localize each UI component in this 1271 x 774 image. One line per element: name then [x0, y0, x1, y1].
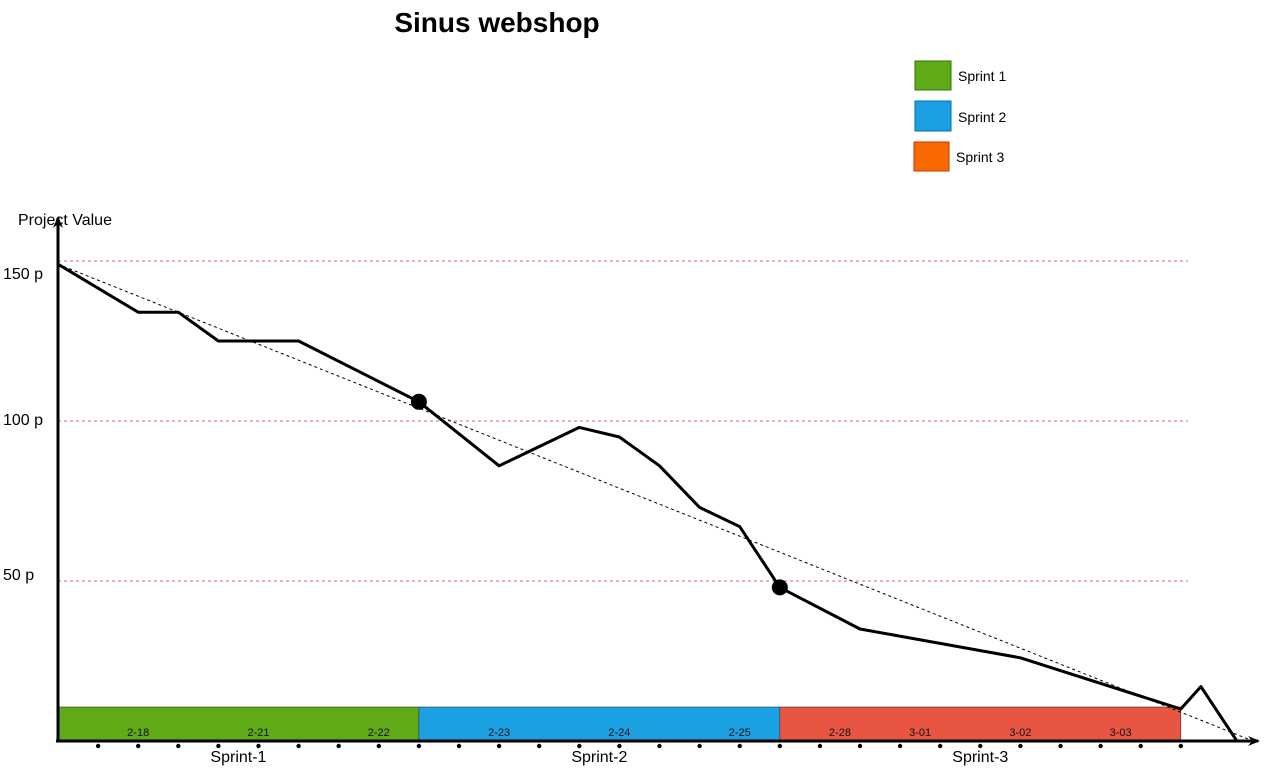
- x-tick-dot: [577, 743, 582, 749]
- legend-label-sprint-2: Sprint 2: [958, 109, 1006, 125]
- x-tick-dot: [1098, 743, 1103, 749]
- milestone-marker: [410, 393, 427, 410]
- x-tick-dot: [176, 743, 181, 749]
- sprint-bar-1: [57, 706, 420, 742]
- date-label: 2-24: [608, 727, 630, 739]
- x-tick-dot: [336, 743, 341, 749]
- ideal-burndown-line: [57, 263, 1254, 742]
- x-tick-dot: [897, 743, 903, 749]
- x-tick-dot: [697, 743, 702, 749]
- date-labels: 2-18 2-21 2-22 2-23 2-24 2-25 2-28 3-01 3-02 3-03: [127, 727, 1131, 739]
- x-tick-dots: [95, 743, 1184, 749]
- date-label: 3-02: [1009, 727, 1031, 739]
- x-tick-dot: [1018, 743, 1023, 749]
- x-tick-dot: [978, 743, 983, 749]
- legend-swatch-sprint-2: [914, 100, 952, 132]
- x-tick-dot: [817, 743, 823, 749]
- legend: Sprint 1 Sprint 2 Sprint 3: [913, 60, 1006, 172]
- legend-label-sprint-3: Sprint 3: [956, 149, 1004, 165]
- legend-item-sprint-2: Sprint 2: [914, 100, 1006, 132]
- date-label: 3-03: [1110, 727, 1132, 739]
- x-tick-dot: [938, 743, 943, 749]
- sprint-label-2: Sprint-2: [571, 749, 627, 766]
- y-axis-label: Project Value: [18, 212, 112, 229]
- x-tick-dot: [537, 743, 542, 749]
- sprint-bar-2: [418, 706, 781, 742]
- x-tick-dot: [376, 743, 381, 749]
- x-tick-dot: [857, 743, 863, 749]
- milestone-markers: [410, 393, 788, 596]
- legend-item-sprint-3: Sprint 3: [913, 141, 1004, 172]
- sprint-label-3: Sprint-3: [952, 749, 1008, 766]
- date-label: 2-22: [368, 727, 390, 739]
- series-lines: [57, 262, 1254, 742]
- gridlines: [58, 260, 1188, 582]
- y-tick-label-50: 50 p: [3, 567, 34, 584]
- date-label: 2-18: [127, 727, 149, 739]
- legend-label-sprint-1: Sprint 1: [958, 68, 1006, 84]
- x-tick-dot: [657, 743, 662, 749]
- date-label: 3-01: [909, 727, 931, 739]
- date-label: 2-23: [488, 727, 510, 739]
- chart-title: Sinus webshop: [394, 7, 599, 38]
- sprint-label-1: Sprint-1: [210, 749, 266, 766]
- x-tick-dot: [296, 743, 301, 749]
- x-tick-dot: [216, 743, 221, 749]
- x-tick-dot: [1138, 743, 1143, 749]
- y-tick-label-150: 150 p: [3, 266, 43, 283]
- x-tick-dot: [416, 743, 422, 749]
- date-label: 2-25: [729, 727, 751, 739]
- legend-swatch-sprint-3: [913, 141, 950, 172]
- x-tick-dot: [496, 743, 502, 749]
- sprint-labels: Sprint-1 Sprint-2 Sprint-3: [210, 749, 1008, 766]
- x-tick-dot: [737, 743, 742, 749]
- y-tick-label-100: 100 p: [3, 412, 43, 429]
- x-tick-dot: [456, 743, 462, 749]
- legend-swatch-sprint-1: [914, 60, 952, 91]
- actual-burndown-line: [57, 262, 1239, 742]
- x-tick-dot: [1058, 743, 1063, 749]
- date-label: 2-21: [247, 727, 269, 739]
- legend-item-sprint-1: Sprint 1: [914, 60, 1006, 91]
- x-tick-dot: [256, 743, 261, 749]
- x-tick-dot: [95, 743, 101, 749]
- x-tick-dot: [136, 743, 141, 749]
- x-tick-dot: [617, 743, 622, 749]
- milestone-marker: [771, 579, 788, 596]
- date-label: 2-28: [829, 727, 851, 739]
- sprint-bar-3: [779, 706, 1182, 742]
- x-tick-dot: [1178, 743, 1184, 749]
- x-tick-dot: [777, 743, 782, 749]
